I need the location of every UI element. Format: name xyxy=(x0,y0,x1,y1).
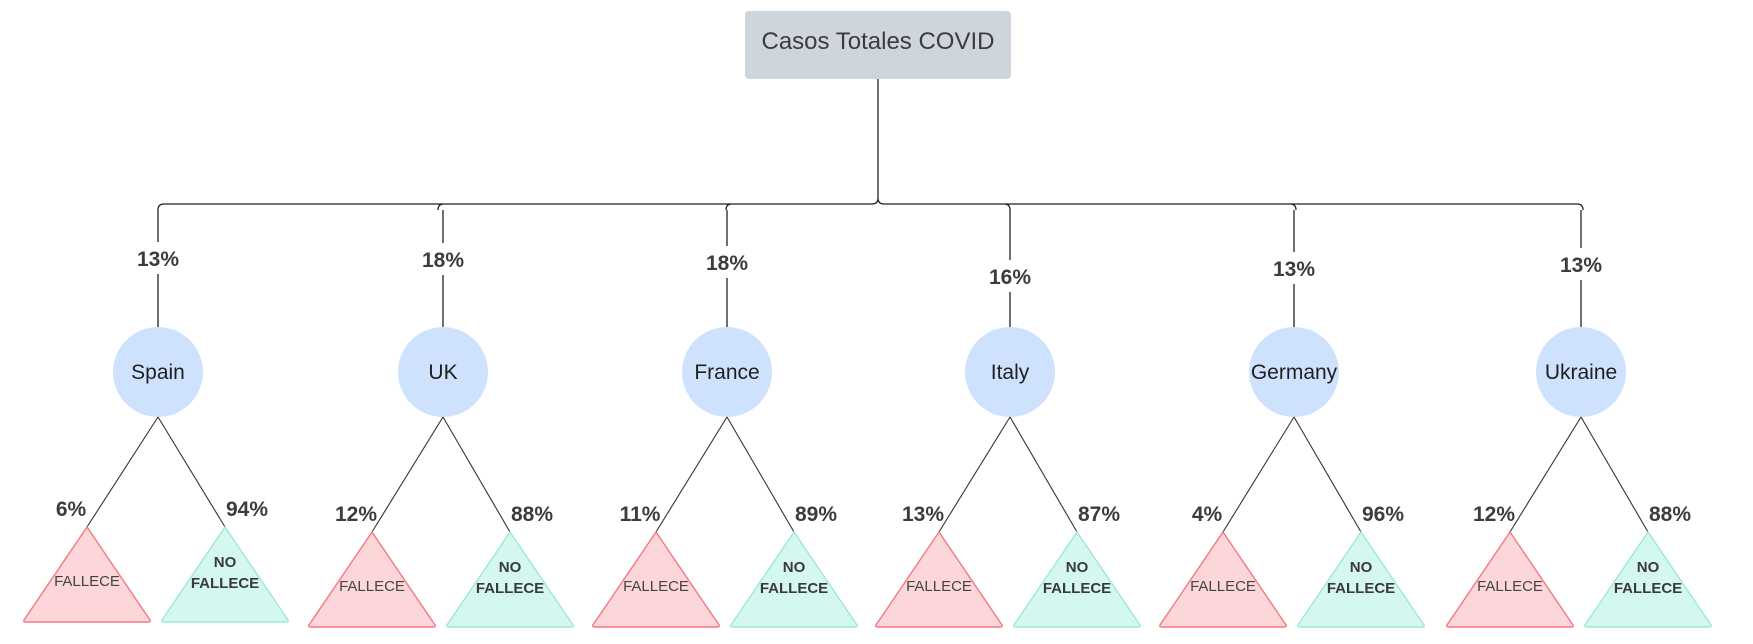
root-box xyxy=(745,11,1011,79)
country-share-pct: 13% xyxy=(137,248,179,271)
outcome-dead-label: FALLECE xyxy=(623,578,689,595)
country-circle[interactable] xyxy=(113,327,203,417)
outcome-dead-triangle[interactable] xyxy=(23,525,151,623)
outcome-alive-triangle[interactable] xyxy=(730,530,858,628)
outcome-alive-triangle[interactable] xyxy=(1013,530,1141,628)
country-node-uk: 18% UK 12% 88% FALLECE NO FALLECE xyxy=(308,210,574,628)
countries-layer: 13% Spain 6% 94% FALLECE NO FALLECE 18% UK 12% 88%… xyxy=(23,210,1712,628)
country-node-france: 18% France 11% 89% FALLECE NO FALLECE xyxy=(592,210,858,628)
branch-alive xyxy=(726,416,795,533)
outcome-alive-label-line2: FALLECE xyxy=(1614,580,1682,597)
country-share-pct: 13% xyxy=(1273,258,1315,281)
country-circle[interactable] xyxy=(1536,327,1626,417)
dead-pct: 4% xyxy=(1192,503,1223,526)
country-node-italy: 16% Italy 13% 87% FALLECE NO FALLECE xyxy=(875,210,1141,628)
outcome-dead-triangle[interactable] xyxy=(308,530,436,628)
branch-dead xyxy=(86,416,159,528)
country-node-germany: 13% Germany 4% 96% FALLECE NO FALLECE xyxy=(1159,210,1425,628)
country-circle[interactable] xyxy=(1249,327,1339,417)
branch-dead xyxy=(1222,416,1295,533)
alive-pct: 88% xyxy=(511,503,553,526)
branch-dead xyxy=(371,416,444,533)
outcome-alive-label-line2: FALLECE xyxy=(476,580,544,597)
country-node-ukraine: 13% Ukraine 12% 88% FALLECE NO FALLECE xyxy=(1446,210,1712,628)
outcome-alive-triangle[interactable] xyxy=(1584,530,1712,628)
alive-pct: 94% xyxy=(226,498,268,521)
country-name: Germany xyxy=(1251,361,1338,384)
outcome-alive-label-line2: FALLECE xyxy=(760,580,828,597)
root-label: Casos Totales COVID xyxy=(762,28,995,55)
outcome-alive-label-line1: NO xyxy=(214,554,237,571)
outcome-alive-label-line1: NO xyxy=(783,559,806,576)
country-name: Spain xyxy=(131,361,185,384)
outcome-alive-triangle[interactable] xyxy=(161,525,289,623)
country-circle[interactable] xyxy=(965,327,1055,417)
country-share-pct: 18% xyxy=(422,249,464,272)
branch-alive xyxy=(442,416,511,533)
branch-alive xyxy=(157,416,226,528)
country-share-pct: 13% xyxy=(1560,254,1602,277)
country-circle[interactable] xyxy=(398,327,488,417)
branch-alive xyxy=(1293,416,1362,533)
outcome-dead-triangle[interactable] xyxy=(1446,530,1574,628)
outcome-alive-label-line2: FALLECE xyxy=(1043,580,1111,597)
dead-pct: 6% xyxy=(56,498,87,521)
branch-alive xyxy=(1009,416,1078,533)
outcome-dead-label: FALLECE xyxy=(1190,578,1256,595)
outcome-dead-label: FALLECE xyxy=(1477,578,1543,595)
outcome-alive-label-line1: NO xyxy=(499,559,522,576)
country-share-pct: 16% xyxy=(989,266,1031,289)
outcome-dead-label: FALLECE xyxy=(339,578,405,595)
country-share-pct: 18% xyxy=(706,252,748,275)
country-circle[interactable] xyxy=(682,327,772,417)
dead-pct: 11% xyxy=(620,503,661,526)
branch-alive xyxy=(1580,416,1649,533)
outcome-alive-label-line1: NO xyxy=(1066,559,1089,576)
outcome-alive-label-line1: NO xyxy=(1637,559,1660,576)
country-name: France xyxy=(694,361,759,384)
dead-pct: 12% xyxy=(335,503,377,526)
country-node-spain: 13% Spain 6% 94% FALLECE NO FALLECE xyxy=(23,210,289,623)
root-connector xyxy=(157,79,1584,211)
dead-pct: 13% xyxy=(902,503,944,526)
root-node[interactable]: Casos Totales COVID xyxy=(745,11,1011,79)
outcome-dead-label: FALLECE xyxy=(906,578,972,595)
branch-dead xyxy=(655,416,728,533)
outcome-dead-triangle[interactable] xyxy=(1159,530,1287,628)
alive-pct: 96% xyxy=(1362,503,1404,526)
outcome-alive-label-line1: NO xyxy=(1350,559,1373,576)
outcome-dead-triangle[interactable] xyxy=(875,530,1003,628)
country-name: UK xyxy=(428,361,457,384)
alive-pct: 87% xyxy=(1078,503,1120,526)
outcome-dead-label: FALLECE xyxy=(54,573,120,590)
outcome-alive-label-line2: FALLECE xyxy=(191,575,259,592)
country-name: Italy xyxy=(991,361,1030,384)
outcome-alive-triangle[interactable] xyxy=(446,530,574,628)
branch-dead xyxy=(1509,416,1582,533)
branch-dead xyxy=(938,416,1011,533)
alive-pct: 89% xyxy=(795,503,837,526)
dead-pct: 12% xyxy=(1473,503,1515,526)
alive-pct: 88% xyxy=(1649,503,1691,526)
outcome-alive-triangle[interactable] xyxy=(1297,530,1425,628)
country-name: Ukraine xyxy=(1545,361,1617,384)
outcome-alive-label-line2: FALLECE xyxy=(1327,580,1395,597)
outcome-dead-triangle[interactable] xyxy=(592,530,720,628)
